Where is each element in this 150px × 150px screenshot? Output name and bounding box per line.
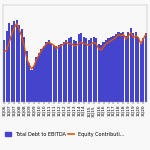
Bar: [112, 36, 115, 102]
Bar: [8, 23, 10, 102]
Bar: [48, 40, 50, 102]
Bar: [105, 40, 107, 102]
Bar: [18, 25, 20, 102]
Bar: [122, 32, 124, 102]
Bar: [130, 28, 132, 102]
Bar: [140, 44, 142, 102]
Bar: [132, 33, 134, 102]
Bar: [102, 42, 105, 102]
Bar: [83, 37, 85, 102]
Bar: [16, 20, 18, 102]
Bar: [137, 37, 139, 102]
Bar: [33, 66, 35, 102]
Bar: [11, 25, 13, 102]
Bar: [95, 38, 97, 102]
Bar: [100, 45, 102, 102]
Bar: [145, 33, 147, 102]
Bar: [63, 42, 65, 102]
Bar: [75, 41, 77, 102]
Bar: [88, 40, 90, 102]
Bar: [13, 21, 15, 102]
Bar: [38, 53, 40, 102]
Bar: [55, 46, 57, 102]
Bar: [21, 29, 23, 102]
Bar: [50, 44, 52, 102]
Bar: [43, 46, 45, 102]
Bar: [40, 49, 43, 102]
Bar: [107, 38, 110, 102]
Bar: [135, 32, 137, 102]
Bar: [60, 44, 62, 102]
Bar: [85, 38, 87, 102]
Bar: [117, 32, 120, 102]
Bar: [115, 34, 117, 102]
Bar: [45, 42, 48, 102]
Bar: [98, 44, 100, 102]
Bar: [68, 38, 70, 102]
Bar: [58, 45, 60, 102]
Legend: Total Debt to EBITDA, Equity Contributi...: Total Debt to EBITDA, Equity Contributi.…: [5, 132, 124, 137]
Bar: [26, 51, 28, 102]
Bar: [53, 45, 55, 102]
Bar: [90, 38, 92, 102]
Bar: [125, 36, 127, 102]
Bar: [23, 37, 25, 102]
Bar: [93, 37, 95, 102]
Bar: [70, 37, 72, 102]
Bar: [78, 34, 80, 102]
Bar: [65, 40, 67, 102]
Bar: [120, 33, 122, 102]
Bar: [73, 40, 75, 102]
Bar: [127, 32, 129, 102]
Bar: [3, 40, 5, 102]
Bar: [142, 38, 144, 102]
Bar: [35, 57, 38, 102]
Bar: [28, 63, 30, 102]
Bar: [6, 30, 8, 102]
Bar: [80, 33, 82, 102]
Bar: [110, 37, 112, 102]
Bar: [30, 69, 33, 102]
